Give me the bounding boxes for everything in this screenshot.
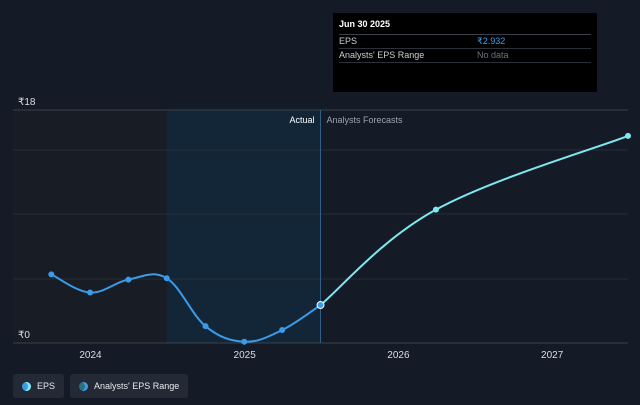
actual-highlight-region bbox=[166, 110, 321, 343]
tooltip-range-label: Analysts' EPS Range bbox=[339, 50, 425, 60]
eps-forecast-line bbox=[319, 134, 629, 306]
eps-legend-dot-icon bbox=[22, 381, 31, 391]
tooltip-range-value: No data bbox=[477, 50, 509, 60]
series-layer bbox=[48, 132, 631, 345]
x-tick-label: 2026 bbox=[387, 350, 410, 361]
legend-item-eps[interactable]: EPS bbox=[13, 374, 65, 398]
eps-point[interactable] bbox=[202, 323, 209, 330]
eps-line bbox=[50, 273, 322, 343]
legend-eps-label: EPS bbox=[37, 381, 56, 391]
tooltip-date: Jun 30 2025 bbox=[339, 19, 591, 35]
tooltip-eps-label: EPS bbox=[339, 36, 358, 46]
x-tick-label: 2027 bbox=[541, 350, 564, 361]
eps-point[interactable] bbox=[241, 338, 248, 345]
actual-period-label: Actual bbox=[289, 115, 314, 125]
legend-item-eps-range[interactable]: Analysts' EPS Range bbox=[70, 374, 189, 398]
eps-forecast-point[interactable] bbox=[432, 206, 439, 213]
eps-point[interactable] bbox=[48, 271, 55, 278]
forecast-period-label: Analysts Forecasts bbox=[327, 115, 404, 125]
tooltip-row-range: Analysts' EPS Range No data bbox=[339, 49, 591, 63]
eps-forecast-point[interactable] bbox=[625, 132, 631, 139]
eps-point[interactable] bbox=[279, 327, 286, 334]
x-tick-label: 2025 bbox=[234, 350, 257, 361]
x-tick-label: 2024 bbox=[79, 350, 102, 361]
x-axis-ticks: 2024 2025 2026 2027 bbox=[79, 350, 563, 361]
hover-tooltip: Jun 30 2025 EPS ₹2.932 Analysts' EPS Ran… bbox=[333, 13, 597, 92]
eps-point[interactable] bbox=[316, 301, 325, 310]
past-region bbox=[13, 110, 167, 343]
tooltip-eps-value: ₹2.932 bbox=[477, 36, 506, 46]
eps-point[interactable] bbox=[87, 289, 94, 296]
legend: EPS Analysts' EPS Range bbox=[13, 374, 189, 398]
tooltip-row-eps: EPS ₹2.932 bbox=[339, 35, 591, 49]
eps-range-legend-dot-icon bbox=[79, 381, 89, 391]
y-axis-max-label: ₹18 bbox=[18, 97, 36, 108]
eps-point[interactable] bbox=[125, 276, 132, 283]
eps-point[interactable] bbox=[163, 275, 170, 282]
y-axis-min-label: ₹0 bbox=[18, 330, 30, 341]
legend-eps-range-label: Analysts' EPS Range bbox=[94, 381, 180, 391]
